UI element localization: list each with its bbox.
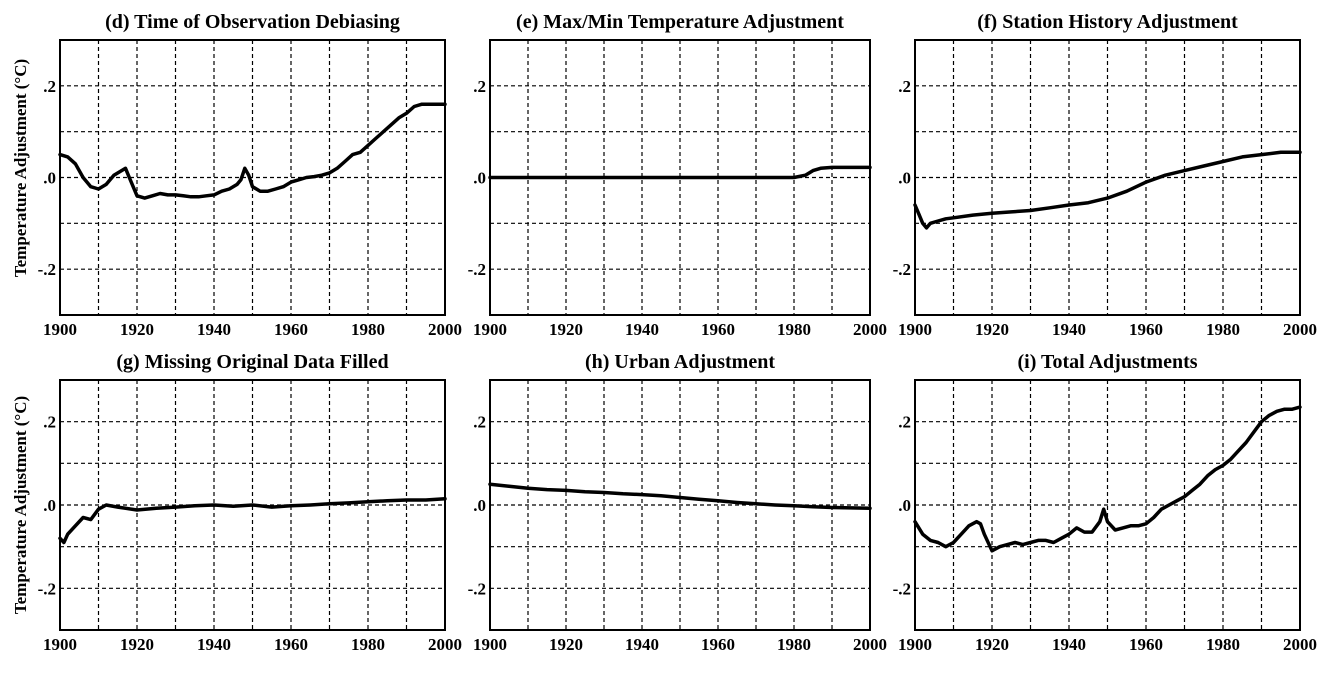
x-tick-label: 1920 (549, 320, 583, 339)
chart-panel: (d) Time of Observation Debiasing 1900 192… (38, 11, 462, 339)
y-tick-label: .2 (473, 77, 486, 96)
y-tick-label: .0 (43, 169, 56, 188)
y-tick-label: .0 (898, 496, 911, 515)
plot-frame (914, 39, 1301, 316)
y-tick-label: .2 (473, 413, 486, 432)
x-tick-label: 1920 (549, 635, 583, 654)
x-tick-label: 2000 (1283, 635, 1317, 654)
x-tick-label: 1980 (777, 635, 811, 654)
x-tick-label: 1900 (473, 635, 507, 654)
y-tick-label: -.2 (468, 579, 486, 598)
x-tick-label: 2000 (428, 635, 462, 654)
series-line (488, 165, 872, 180)
chart-title: (g) Missing Original Data Filled (116, 351, 388, 373)
x-tick-label: 1960 (701, 320, 735, 339)
y-tick-label: .0 (43, 496, 56, 515)
x-tick-label: 1980 (351, 635, 385, 654)
x-tick-label: 2000 (1283, 320, 1317, 339)
chart-title: (h) Urban Adjustment (585, 351, 775, 373)
plot-frame (914, 379, 1301, 631)
x-tick-label: 1960 (274, 320, 308, 339)
chart-title: (e) Max/Min Temperature Adjustment (516, 11, 844, 33)
x-tick-label: 1980 (777, 320, 811, 339)
x-tick-label: 1920 (120, 635, 154, 654)
y-tick-label: .2 (43, 413, 56, 432)
chart-panel: (g) Missing Original Data Filled 1900 1920… (38, 351, 462, 654)
chart-panel: (e) Max/Min Temperature Adjustment 1900 19… (468, 11, 887, 339)
y-tick-label: .0 (473, 496, 486, 515)
x-tick-label: 1960 (274, 635, 308, 654)
chart-panel: (f) Station History Adjustment 1900 1920 19… (893, 11, 1317, 339)
y-tick-label: -.2 (38, 260, 56, 279)
x-tick-label: 1960 (1129, 320, 1163, 339)
series-line (488, 482, 872, 511)
series-line (913, 405, 1302, 553)
x-tick-label: 1900 (898, 320, 932, 339)
x-tick-label: 1900 (473, 320, 507, 339)
chart-panel: (i) Total Adjustments 1900 1920 1940 1960 198… (893, 351, 1317, 654)
y-tick-label: .0 (473, 169, 486, 188)
x-tick-label: 2000 (428, 320, 462, 339)
x-tick-label: 1940 (625, 635, 659, 654)
x-tick-label: 1980 (1206, 320, 1240, 339)
y-tick-label: -.2 (893, 260, 911, 279)
x-tick-label: 1900 (898, 635, 932, 654)
x-tick-label: 1940 (625, 320, 659, 339)
plot-frame (489, 379, 871, 631)
y-tick-label: .2 (898, 413, 911, 432)
chart-title: (d) Time of Observation Debiasing (105, 11, 400, 33)
y-tick-label: -.2 (468, 260, 486, 279)
x-tick-label: 2000 (853, 320, 887, 339)
x-tick-label: 1960 (701, 635, 735, 654)
y-tick-label: .2 (43, 77, 56, 96)
chart-title: (i) Total Adjustments (1017, 351, 1197, 373)
plot-frame (59, 379, 446, 631)
x-tick-label: 1980 (1206, 635, 1240, 654)
series-line (58, 497, 447, 545)
y-tick-label: -.2 (893, 579, 911, 598)
x-tick-label: 1940 (1052, 320, 1086, 339)
x-tick-label: 1940 (197, 320, 231, 339)
x-tick-label: 1900 (43, 320, 77, 339)
x-tick-label: 1920 (975, 635, 1009, 654)
series-line (913, 150, 1302, 230)
y-axis-label-bottom-row: Temperature Adjustment (°C) (11, 396, 30, 614)
x-tick-label: 1920 (975, 320, 1009, 339)
chart-title: (f) Station History Adjustment (977, 11, 1238, 33)
x-tick-label: 1940 (1052, 635, 1086, 654)
x-tick-label: 1940 (197, 635, 231, 654)
x-tick-label: 1920 (120, 320, 154, 339)
chart-panel: (h) Urban Adjustment 1900 1920 1940 1960 1980… (468, 351, 887, 654)
y-axis-label-top-row: Temperature Adjustment (°C) (11, 59, 30, 277)
y-tick-label: .0 (898, 169, 911, 188)
x-tick-label: 2000 (853, 635, 887, 654)
x-tick-label: 1980 (351, 320, 385, 339)
x-tick-label: 1960 (1129, 635, 1163, 654)
y-tick-label: .2 (898, 77, 911, 96)
x-tick-label: 1900 (43, 635, 77, 654)
plot-frame (59, 39, 446, 316)
y-tick-label: -.2 (38, 579, 56, 598)
series-line (58, 102, 447, 200)
